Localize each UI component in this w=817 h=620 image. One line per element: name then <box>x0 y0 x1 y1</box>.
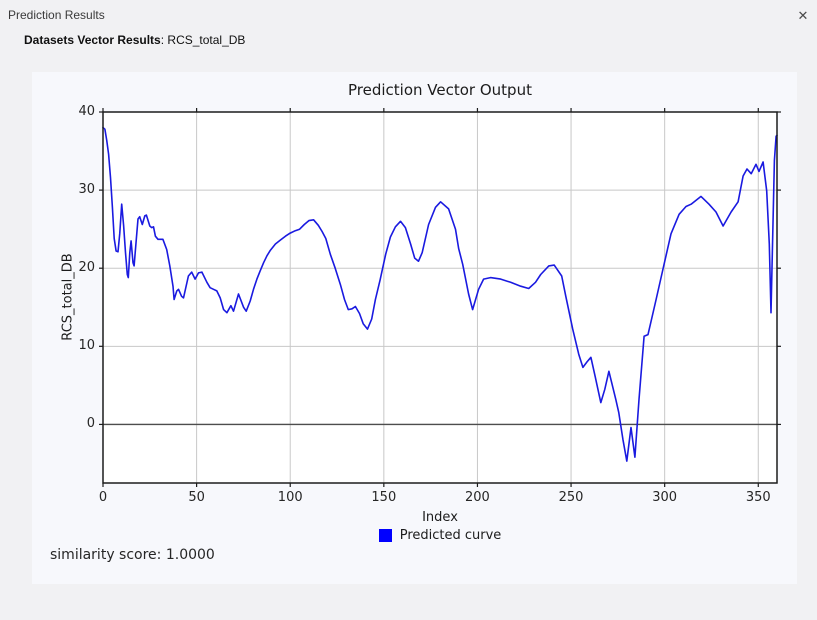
y-tick-label: 20 <box>78 260 95 276</box>
chart-title: Prediction Vector Output <box>348 81 532 99</box>
dataset-vector-results-line: Datasets Vector Results: RCS_total_DB <box>24 33 245 47</box>
y-tick-label: 40 <box>78 104 95 119</box>
prediction-chart-figure: Prediction Vector Output 0 50 100 150 200 250… <box>32 72 797 584</box>
window-title: Prediction Results <box>8 8 105 22</box>
x-tick-label: 300 <box>652 490 678 505</box>
legend-swatch-icon <box>378 529 392 542</box>
x-tick-label: 100 <box>277 490 303 505</box>
y-axis-label: RCS_total_DB <box>60 253 76 341</box>
x-tick-label: 250 <box>558 490 584 505</box>
dataset-value: : RCS_total_DB <box>160 33 246 47</box>
x-tick-label: 350 <box>745 490 771 505</box>
y-tick-label: 0 <box>86 416 95 432</box>
chart-legend: Predicted curve <box>103 528 777 543</box>
close-icon[interactable]: ✕ <box>797 8 809 23</box>
dataset-label: Datasets Vector Results <box>24 33 161 47</box>
x-tick-label: 0 <box>98 490 108 505</box>
y-tick-label: 30 <box>78 182 95 198</box>
legend-label: Predicted curve <box>399 528 502 543</box>
y-tick-label: 10 <box>78 338 95 354</box>
similarity-score-text: similarity score: 1.0000 <box>50 547 215 563</box>
x-tick-label: 200 <box>465 490 490 505</box>
x-axis-label: Index <box>422 510 458 525</box>
x-tick-label: 50 <box>188 490 205 505</box>
chart-svg <box>99 108 781 487</box>
x-tick-label: 150 <box>371 490 397 505</box>
